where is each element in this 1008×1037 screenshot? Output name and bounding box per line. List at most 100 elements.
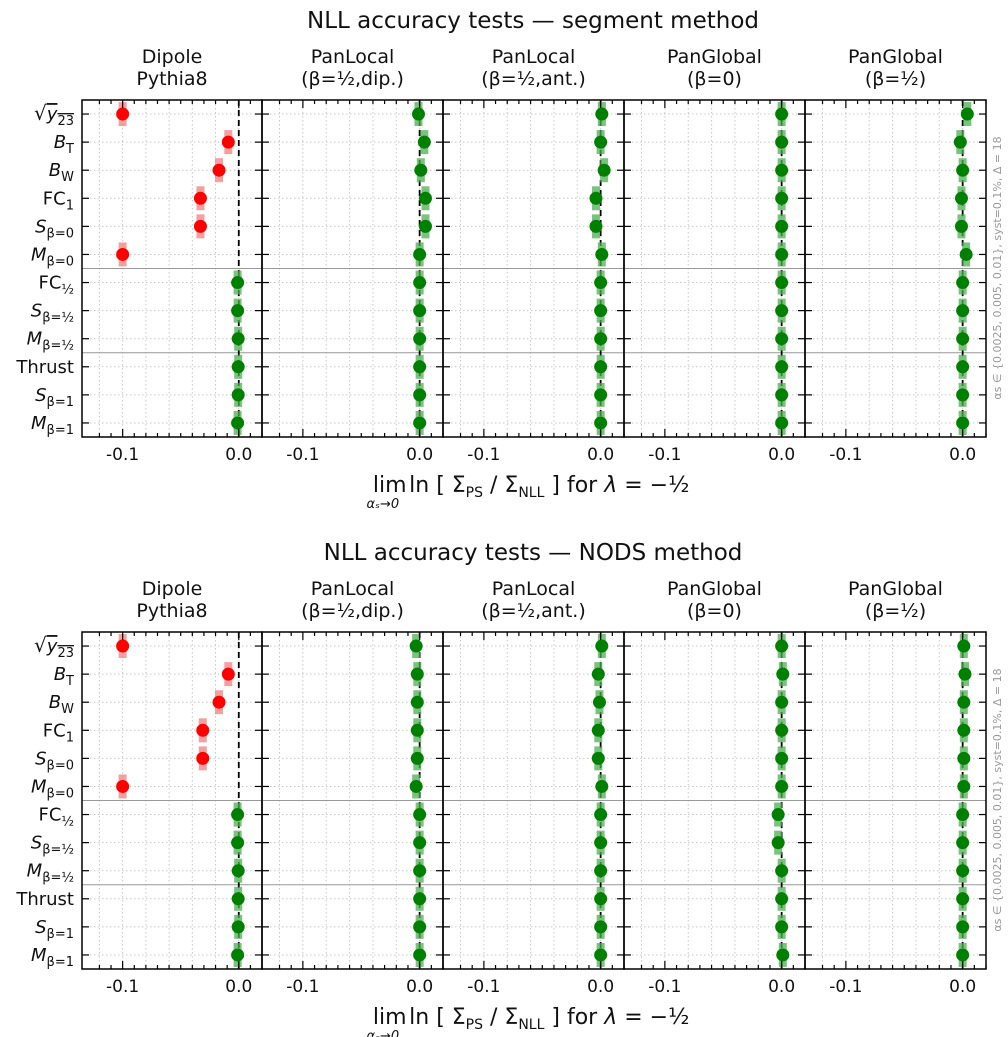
data-point bbox=[231, 388, 245, 402]
x-tick-label: -0.1 bbox=[829, 977, 862, 997]
data-point bbox=[775, 723, 789, 737]
observable-label: Thrust bbox=[15, 889, 74, 910]
panel-subtitle: (β=½,dip.) bbox=[301, 68, 404, 90]
data-point bbox=[410, 695, 424, 709]
data-point bbox=[231, 276, 245, 290]
panel-3: PanGlobal(β=0) -0.1 0.0 bbox=[623, 578, 806, 997]
data-point bbox=[775, 163, 789, 177]
panel-title: PanGlobal bbox=[848, 578, 943, 600]
x-tick-label: -0.1 bbox=[829, 445, 862, 465]
data-point bbox=[413, 276, 427, 290]
observable-label: Sβ=½ bbox=[31, 301, 74, 326]
panel-subtitle: (β=½) bbox=[865, 68, 926, 90]
data-point bbox=[116, 107, 130, 121]
data-point bbox=[959, 247, 973, 261]
data-point bbox=[775, 639, 789, 653]
data-point bbox=[957, 779, 971, 793]
data-point bbox=[231, 416, 245, 430]
panel-2: PanLocal(β=½,ant.) -0.1 0.0 bbox=[442, 46, 625, 465]
data-point bbox=[413, 836, 427, 850]
x-tick-label: -0.1 bbox=[286, 977, 319, 997]
data-point bbox=[956, 276, 970, 290]
data-point bbox=[409, 779, 423, 793]
data-point bbox=[957, 639, 971, 653]
data-point bbox=[771, 808, 785, 822]
data-point bbox=[775, 219, 789, 233]
data-point bbox=[413, 948, 427, 962]
observable-label: FC1 bbox=[43, 720, 74, 745]
data-point bbox=[775, 247, 789, 261]
data-point bbox=[116, 779, 130, 793]
data-point bbox=[212, 695, 226, 709]
panel-1: PanLocal(β=½,dip.) -0.1 0.0 bbox=[261, 578, 444, 997]
observable-label: BW bbox=[49, 160, 74, 185]
data-point bbox=[221, 667, 235, 681]
data-point bbox=[413, 920, 427, 934]
data-point bbox=[958, 667, 972, 681]
data-point bbox=[957, 751, 971, 765]
data-point bbox=[594, 416, 608, 430]
data-point bbox=[775, 751, 789, 765]
data-point bbox=[594, 864, 608, 878]
data-point bbox=[954, 191, 968, 205]
observable-label: Sβ=0 bbox=[35, 216, 74, 241]
data-point bbox=[196, 723, 210, 737]
data-point bbox=[594, 304, 608, 318]
panel-subtitle: (β=½,ant.) bbox=[481, 600, 586, 622]
side-note: αs ∈ {0.0025, 0.005, 0.01}, syst=0.1%, Δ… bbox=[991, 668, 1004, 931]
data-point bbox=[775, 332, 789, 346]
data-point bbox=[231, 360, 245, 374]
data-point bbox=[231, 304, 245, 318]
panel-frame bbox=[804, 631, 987, 970]
data-point bbox=[594, 388, 608, 402]
data-point bbox=[595, 639, 609, 653]
data-point bbox=[591, 667, 605, 681]
x-tick-label: 0.0 bbox=[225, 445, 252, 465]
data-point bbox=[594, 276, 608, 290]
data-point bbox=[592, 695, 606, 709]
panel-3: PanGlobal(β=0) -0.1 0.0 bbox=[623, 46, 806, 465]
panel-subtitle: (β=0) bbox=[687, 600, 742, 622]
data-point bbox=[775, 191, 789, 205]
data-point bbox=[594, 332, 608, 346]
panel-title: Dipole bbox=[142, 46, 203, 68]
panel-1: PanLocal(β=½,dip.) -0.1 0.0 bbox=[261, 46, 444, 465]
x-tick-label: -0.1 bbox=[106, 445, 139, 465]
data-point bbox=[410, 723, 424, 737]
observable-label: Thrust bbox=[15, 357, 74, 378]
data-point bbox=[589, 219, 603, 233]
data-point bbox=[413, 808, 427, 822]
x-tick-label: -0.1 bbox=[467, 445, 500, 465]
x-tick-label: 0.0 bbox=[768, 977, 795, 997]
data-point bbox=[776, 667, 790, 681]
data-point bbox=[413, 864, 427, 878]
observable-label: BT bbox=[54, 132, 74, 157]
x-tick-label: 0.0 bbox=[949, 977, 976, 997]
x-tick-label: -0.1 bbox=[648, 977, 681, 997]
observable-label: Sβ=0 bbox=[35, 748, 74, 773]
observable-label: √y23 bbox=[34, 101, 74, 129]
x-tick-label: -0.1 bbox=[467, 977, 500, 997]
data-point bbox=[956, 304, 970, 318]
x-tick-label: 0.0 bbox=[768, 445, 795, 465]
observable-label: FC½ bbox=[38, 273, 74, 298]
data-point bbox=[413, 247, 427, 261]
data-point bbox=[413, 892, 427, 906]
data-point bbox=[116, 247, 130, 261]
data-point bbox=[409, 639, 423, 653]
data-point bbox=[775, 416, 789, 430]
data-point bbox=[231, 836, 245, 850]
data-point bbox=[410, 751, 424, 765]
data-point bbox=[594, 892, 608, 906]
data-point bbox=[595, 107, 609, 121]
data-point bbox=[775, 107, 789, 121]
data-point bbox=[594, 920, 608, 934]
observable-label: FC1 bbox=[43, 188, 74, 213]
observable-label: FC½ bbox=[38, 805, 74, 830]
side-note: αs ∈ {0.0025, 0.005, 0.01}, syst=0.1%, Δ… bbox=[991, 136, 1004, 399]
data-point bbox=[775, 920, 789, 934]
x-tick-label: 0.0 bbox=[406, 445, 433, 465]
panel-4: PanGlobal(β=½) -0.1 0.0 bbox=[804, 578, 987, 997]
